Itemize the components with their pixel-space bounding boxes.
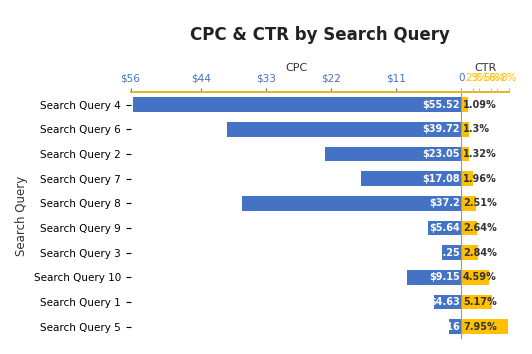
Bar: [134, 97, 461, 112]
Text: 7.95%: 7.95%: [463, 322, 497, 332]
Bar: [461, 221, 477, 235]
Text: 4.59%: 4.59%: [463, 272, 497, 282]
Text: $55.52: $55.52: [422, 100, 460, 110]
Y-axis label: Search Query: Search Query: [15, 176, 28, 256]
Bar: [428, 221, 461, 235]
Bar: [461, 147, 469, 161]
Text: $17.08: $17.08: [422, 174, 460, 184]
Text: $5.64: $5.64: [429, 223, 460, 233]
Text: $9.15: $9.15: [429, 272, 460, 282]
Bar: [325, 147, 461, 161]
Bar: [434, 295, 461, 309]
Bar: [461, 270, 488, 285]
Text: 1.96%: 1.96%: [463, 174, 497, 184]
Text: $37.2: $37.2: [429, 198, 460, 209]
Text: $39.72: $39.72: [422, 124, 460, 135]
Bar: [361, 171, 461, 186]
Bar: [461, 122, 469, 137]
Bar: [461, 295, 492, 309]
Text: $4.63: $4.63: [429, 297, 460, 307]
Bar: [461, 196, 476, 211]
Title: CPC & CTR by Search Query: CPC & CTR by Search Query: [190, 25, 450, 44]
Bar: [242, 196, 461, 211]
Text: 1.3%: 1.3%: [463, 124, 490, 135]
Text: 2.51%: 2.51%: [463, 198, 497, 209]
Bar: [227, 122, 461, 137]
Text: 1.32%: 1.32%: [463, 149, 497, 159]
Bar: [461, 97, 468, 112]
Text: 2.84%: 2.84%: [463, 248, 497, 258]
Bar: [448, 319, 461, 334]
Bar: [461, 245, 478, 260]
Bar: [461, 319, 509, 334]
Text: 5.17%: 5.17%: [463, 297, 497, 307]
Bar: [408, 270, 461, 285]
Bar: [442, 245, 461, 260]
Text: $2.16: $2.16: [429, 322, 460, 332]
Bar: [461, 171, 473, 186]
Text: 1.09%: 1.09%: [463, 100, 497, 110]
Text: 2.64%: 2.64%: [463, 223, 497, 233]
Text: CTR: CTR: [474, 63, 496, 73]
Text: $23.05: $23.05: [422, 149, 460, 159]
Text: $3.25: $3.25: [429, 248, 460, 258]
Text: CPC: CPC: [285, 63, 307, 73]
